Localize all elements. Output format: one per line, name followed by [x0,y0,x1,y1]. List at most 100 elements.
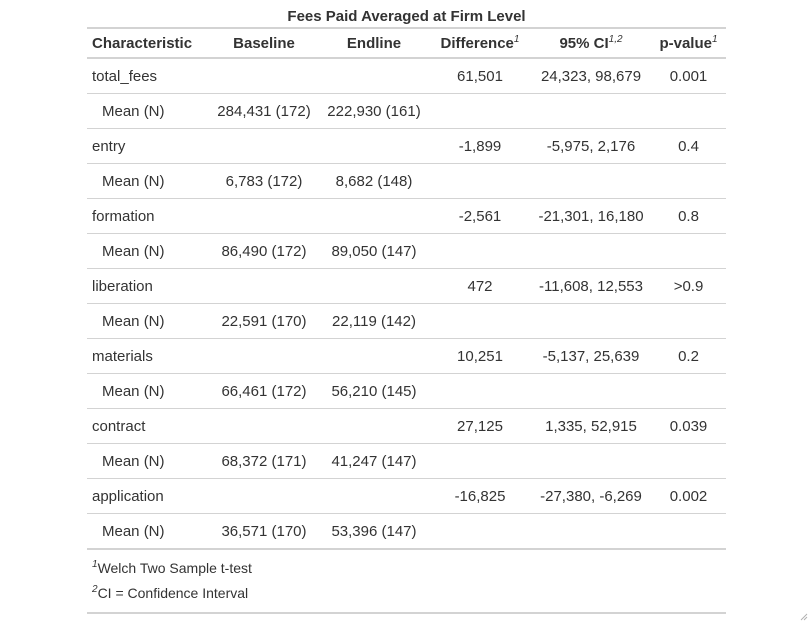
endline-cell: 56,210 (145) [319,373,429,409]
pvalue-cell [651,373,726,409]
summary-table: Fees Paid Averaged at Firm Level Charact… [87,6,726,614]
difference-cell [429,443,531,479]
stat-row-entry: Mean (N) 6,783 (172) 8,682 (148) [87,163,726,199]
stat-label: Mean (N) [87,303,209,339]
header-characteristic: Characteristic [92,34,193,52]
ci-cell: -5,137, 25,639 [531,338,651,374]
difference-cell: -16,825 [429,478,531,514]
stat-row-materials: Mean (N) 66,461 (172) 56,210 (145) [87,373,726,409]
endline-cell [319,268,429,304]
difference-cell: -2,561 [429,198,531,234]
header-difference: Difference1 [440,33,520,52]
difference-cell: 27,125 [429,408,531,444]
endline-cell: 22,119 (142) [319,303,429,339]
ci-cell [531,93,651,129]
endline-cell [319,58,429,94]
difference-cell: 472 [429,268,531,304]
baseline-cell: 284,431 (172) [209,93,319,129]
baseline-cell [209,338,319,374]
endline-cell: 89,050 (147) [319,233,429,269]
results-table: Characteristic Baseline Endline Differen… [87,27,726,550]
pvalue-cell: 0.4 [651,128,726,164]
difference-cell [429,373,531,409]
baseline-cell [209,198,319,234]
stat-label: Mean (N) [87,373,209,409]
pvalue-cell [651,443,726,479]
ci-cell [531,443,651,479]
endline-cell [319,338,429,374]
pvalue-cell [651,163,726,199]
footnote-text: Welch Two Sample t-test [97,560,252,576]
pvalue-cell [651,303,726,339]
footnote: 1Welch Two Sample t-test [92,556,726,581]
baseline-cell: 6,783 (172) [209,163,319,199]
resize-grip-icon[interactable] [800,613,808,621]
header-row: Characteristic Baseline Endline Differen… [87,28,726,58]
footnote-mark: 1 [92,559,98,570]
endline-cell [319,408,429,444]
difference-cell: 61,501 [429,58,531,94]
footnote: 2CI = Confidence Interval [92,581,726,606]
baseline-cell [209,408,319,444]
difference-cell [429,303,531,339]
difference-cell [429,513,531,550]
stat-row-total-fees: Mean (N) 284,431 (172) 222,930 (161) [87,93,726,129]
stat-row-liberation: Mean (N) 22,591 (170) 22,119 (142) [87,303,726,339]
ci-cell [531,233,651,269]
baseline-cell [209,58,319,94]
ci-cell: -21,301, 16,180 [531,198,651,234]
header-baseline: Baseline [233,34,295,52]
baseline-cell [209,268,319,304]
ci-cell: -11,608, 12,553 [531,268,651,304]
ci-cell [531,373,651,409]
variable-name: materials [87,338,209,374]
variable-row-total-fees: total_fees 61,501 24,323, 98,679 0.001 [87,58,726,94]
baseline-cell: 68,372 (171) [209,443,319,479]
variable-row-formation: formation -2,561 -21,301, 16,180 0.8 [87,198,726,234]
table-header: Characteristic Baseline Endline Differen… [87,28,726,58]
table-title: Fees Paid Averaged at Firm Level [287,8,526,25]
stat-label: Mean (N) [87,513,209,550]
endline-cell: 53,396 (147) [319,513,429,550]
baseline-cell [209,478,319,514]
difference-cell: 10,251 [429,338,531,374]
stat-label: Mean (N) [87,93,209,129]
difference-cell [429,93,531,129]
stat-label: Mean (N) [87,163,209,199]
pvalue-cell [651,513,726,550]
variable-name: application [87,478,209,514]
variable-row-materials: materials 10,251 -5,137, 25,639 0.2 [87,338,726,374]
variable-name: contract [87,408,209,444]
table-footnotes: 1Welch Two Sample t-test 2CI = Confidenc… [87,550,726,614]
variable-name: liberation [87,268,209,304]
pvalue-cell: 0.2 [651,338,726,374]
footnote-mark: 1 [513,33,520,45]
variable-row-liberation: liberation 472 -11,608, 12,553 >0.9 [87,268,726,304]
header-endline: Endline [346,34,402,52]
variable-name: entry [87,128,209,164]
stat-row-application: Mean (N) 36,571 (170) 53,396 (147) [87,513,726,550]
variable-name: total_fees [87,58,209,94]
variable-row-application: application -16,825 -27,380, -6,269 0.00… [87,478,726,514]
footnote-mark: 2 [92,584,98,595]
ci-cell [531,303,651,339]
footnote-mark: 1 [711,33,718,45]
baseline-cell: 36,571 (170) [209,513,319,550]
table-body: total_fees 61,501 24,323, 98,679 0.001 M… [87,58,726,550]
endline-cell [319,128,429,164]
stat-row-formation: Mean (N) 86,490 (172) 89,050 (147) [87,233,726,269]
pvalue-cell: 0.002 [651,478,726,514]
ci-cell [531,513,651,550]
baseline-cell: 66,461 (172) [209,373,319,409]
ci-cell: -5,975, 2,176 [531,128,651,164]
pvalue-cell [651,93,726,129]
difference-cell [429,233,531,269]
variable-row-entry: entry -1,899 -5,975, 2,176 0.4 [87,128,726,164]
baseline-cell [209,128,319,164]
endline-cell: 8,682 (148) [319,163,429,199]
pvalue-cell [651,233,726,269]
baseline-cell: 86,490 (172) [209,233,319,269]
header-ci: 95% CI1,2 [559,33,623,52]
ci-cell: -27,380, -6,269 [531,478,651,514]
variable-row-contract: contract 27,125 1,335, 52,915 0.039 [87,408,726,444]
